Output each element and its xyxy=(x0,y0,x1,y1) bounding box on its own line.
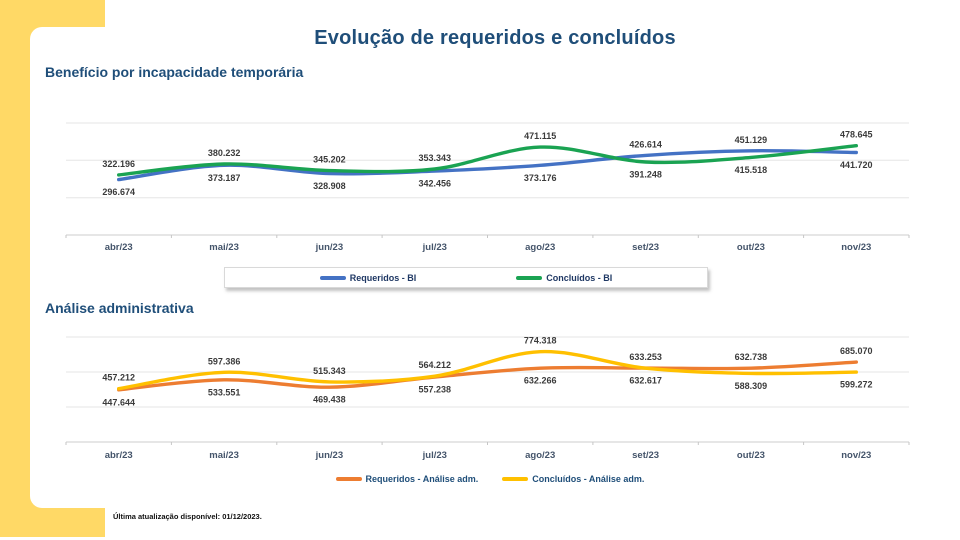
legend-label: Requeridos - BI xyxy=(349,272,417,283)
data-label: 557.238 xyxy=(419,385,452,395)
data-label: 599.272 xyxy=(840,380,873,390)
data-label: 457.212 xyxy=(102,373,135,383)
legend-line-marker xyxy=(516,275,543,280)
data-label: 447.644 xyxy=(102,397,135,407)
data-label: 469.438 xyxy=(313,395,346,405)
data-label: 342.456 xyxy=(419,179,452,189)
data-label: 328.908 xyxy=(313,181,346,191)
section-title-adm: Análise administrativa xyxy=(45,300,194,316)
x-axis-label: ago/23 xyxy=(525,450,555,461)
data-label: 380.232 xyxy=(208,148,241,158)
last-update-note: Última atualização disponível: 01/12/202… xyxy=(113,512,262,521)
legend-label: Concluídos - Análise adm. xyxy=(532,474,645,484)
data-label: 296.674 xyxy=(102,187,135,197)
series-line-1 xyxy=(117,144,858,177)
data-label: 564.212 xyxy=(419,360,452,370)
legend-entry: Concluídos - BI xyxy=(516,273,612,283)
x-axis-label: set/23 xyxy=(632,242,659,253)
data-label: 685.070 xyxy=(840,346,873,356)
legend-entry: Requeridos - Análise adm. xyxy=(335,474,479,484)
x-axis-label: set/23 xyxy=(632,450,659,461)
data-label: 632.738 xyxy=(735,352,768,362)
data-label: 451.129 xyxy=(735,135,768,145)
legend-line-marker xyxy=(502,477,529,481)
x-axis-label: nov/23 xyxy=(841,450,871,461)
data-label: 632.266 xyxy=(524,376,557,386)
data-label: 345.202 xyxy=(313,155,346,165)
data-label: 633.253 xyxy=(629,352,662,362)
series-line-1 xyxy=(117,349,858,391)
data-label: 353.343 xyxy=(419,153,452,163)
chart-adm-canvas: abr/23 mai/23 jun/23 jul/23 ago/23 set/23 out/… xyxy=(65,336,910,461)
x-axis-label: mai/23 xyxy=(209,450,239,461)
data-label: 515.343 xyxy=(313,366,346,376)
x-axis-label: jun/23 xyxy=(315,242,343,253)
legend-entry: Concluídos - Análise adm. xyxy=(502,474,644,484)
data-label: 415.518 xyxy=(735,165,768,175)
x-axis-label: out/23 xyxy=(737,450,765,461)
x-axis-label: ago/23 xyxy=(525,242,555,253)
chart-bi-canvas: abr/23 mai/23 jun/23 jul/23 ago/23 set/23 out/… xyxy=(65,122,910,253)
data-label: 373.187 xyxy=(208,173,241,183)
data-label: 441.720 xyxy=(840,160,873,170)
data-label: 478.645 xyxy=(840,130,873,140)
legend-label: Concluídos - BI xyxy=(546,272,613,283)
data-label: 322.196 xyxy=(102,159,135,169)
section-title-bi: Benefício por incapacidade temporária xyxy=(45,64,304,80)
legend-adm: Requeridos - Análise adm. Concluídos - An… xyxy=(58,474,922,484)
x-axis-label: mai/23 xyxy=(209,242,239,253)
x-axis-label: out/23 xyxy=(737,242,765,253)
data-label: 373.176 xyxy=(524,173,557,183)
x-axis-label: nov/23 xyxy=(841,242,871,253)
x-axis-label: jul/23 xyxy=(422,242,447,253)
data-label: 588.309 xyxy=(735,381,768,391)
legend-label: Requeridos - Análise adm. xyxy=(365,474,479,484)
x-axis-label: abr/23 xyxy=(105,450,133,461)
data-label: 632.617 xyxy=(629,376,662,386)
data-label: 391.248 xyxy=(629,170,662,180)
x-axis-label: abr/23 xyxy=(105,242,133,253)
data-label: 774.318 xyxy=(524,336,557,346)
legend-bi: Requeridos - BI Concluídos - BI xyxy=(224,267,708,288)
data-label: 471.115 xyxy=(524,131,556,141)
page-title: Evolução de requeridos e concluídos xyxy=(314,27,676,49)
x-axis-label: jun/23 xyxy=(315,450,343,461)
data-label: 533.551 xyxy=(208,387,241,397)
legend-line-marker xyxy=(335,477,362,481)
series-line-0 xyxy=(117,360,858,392)
data-label: 426.614 xyxy=(629,139,662,149)
x-axis-label: jul/23 xyxy=(422,450,447,461)
legend-line-marker xyxy=(319,275,346,280)
legend-entry: Requeridos - BI xyxy=(319,272,417,283)
data-label: 597.386 xyxy=(208,356,241,366)
